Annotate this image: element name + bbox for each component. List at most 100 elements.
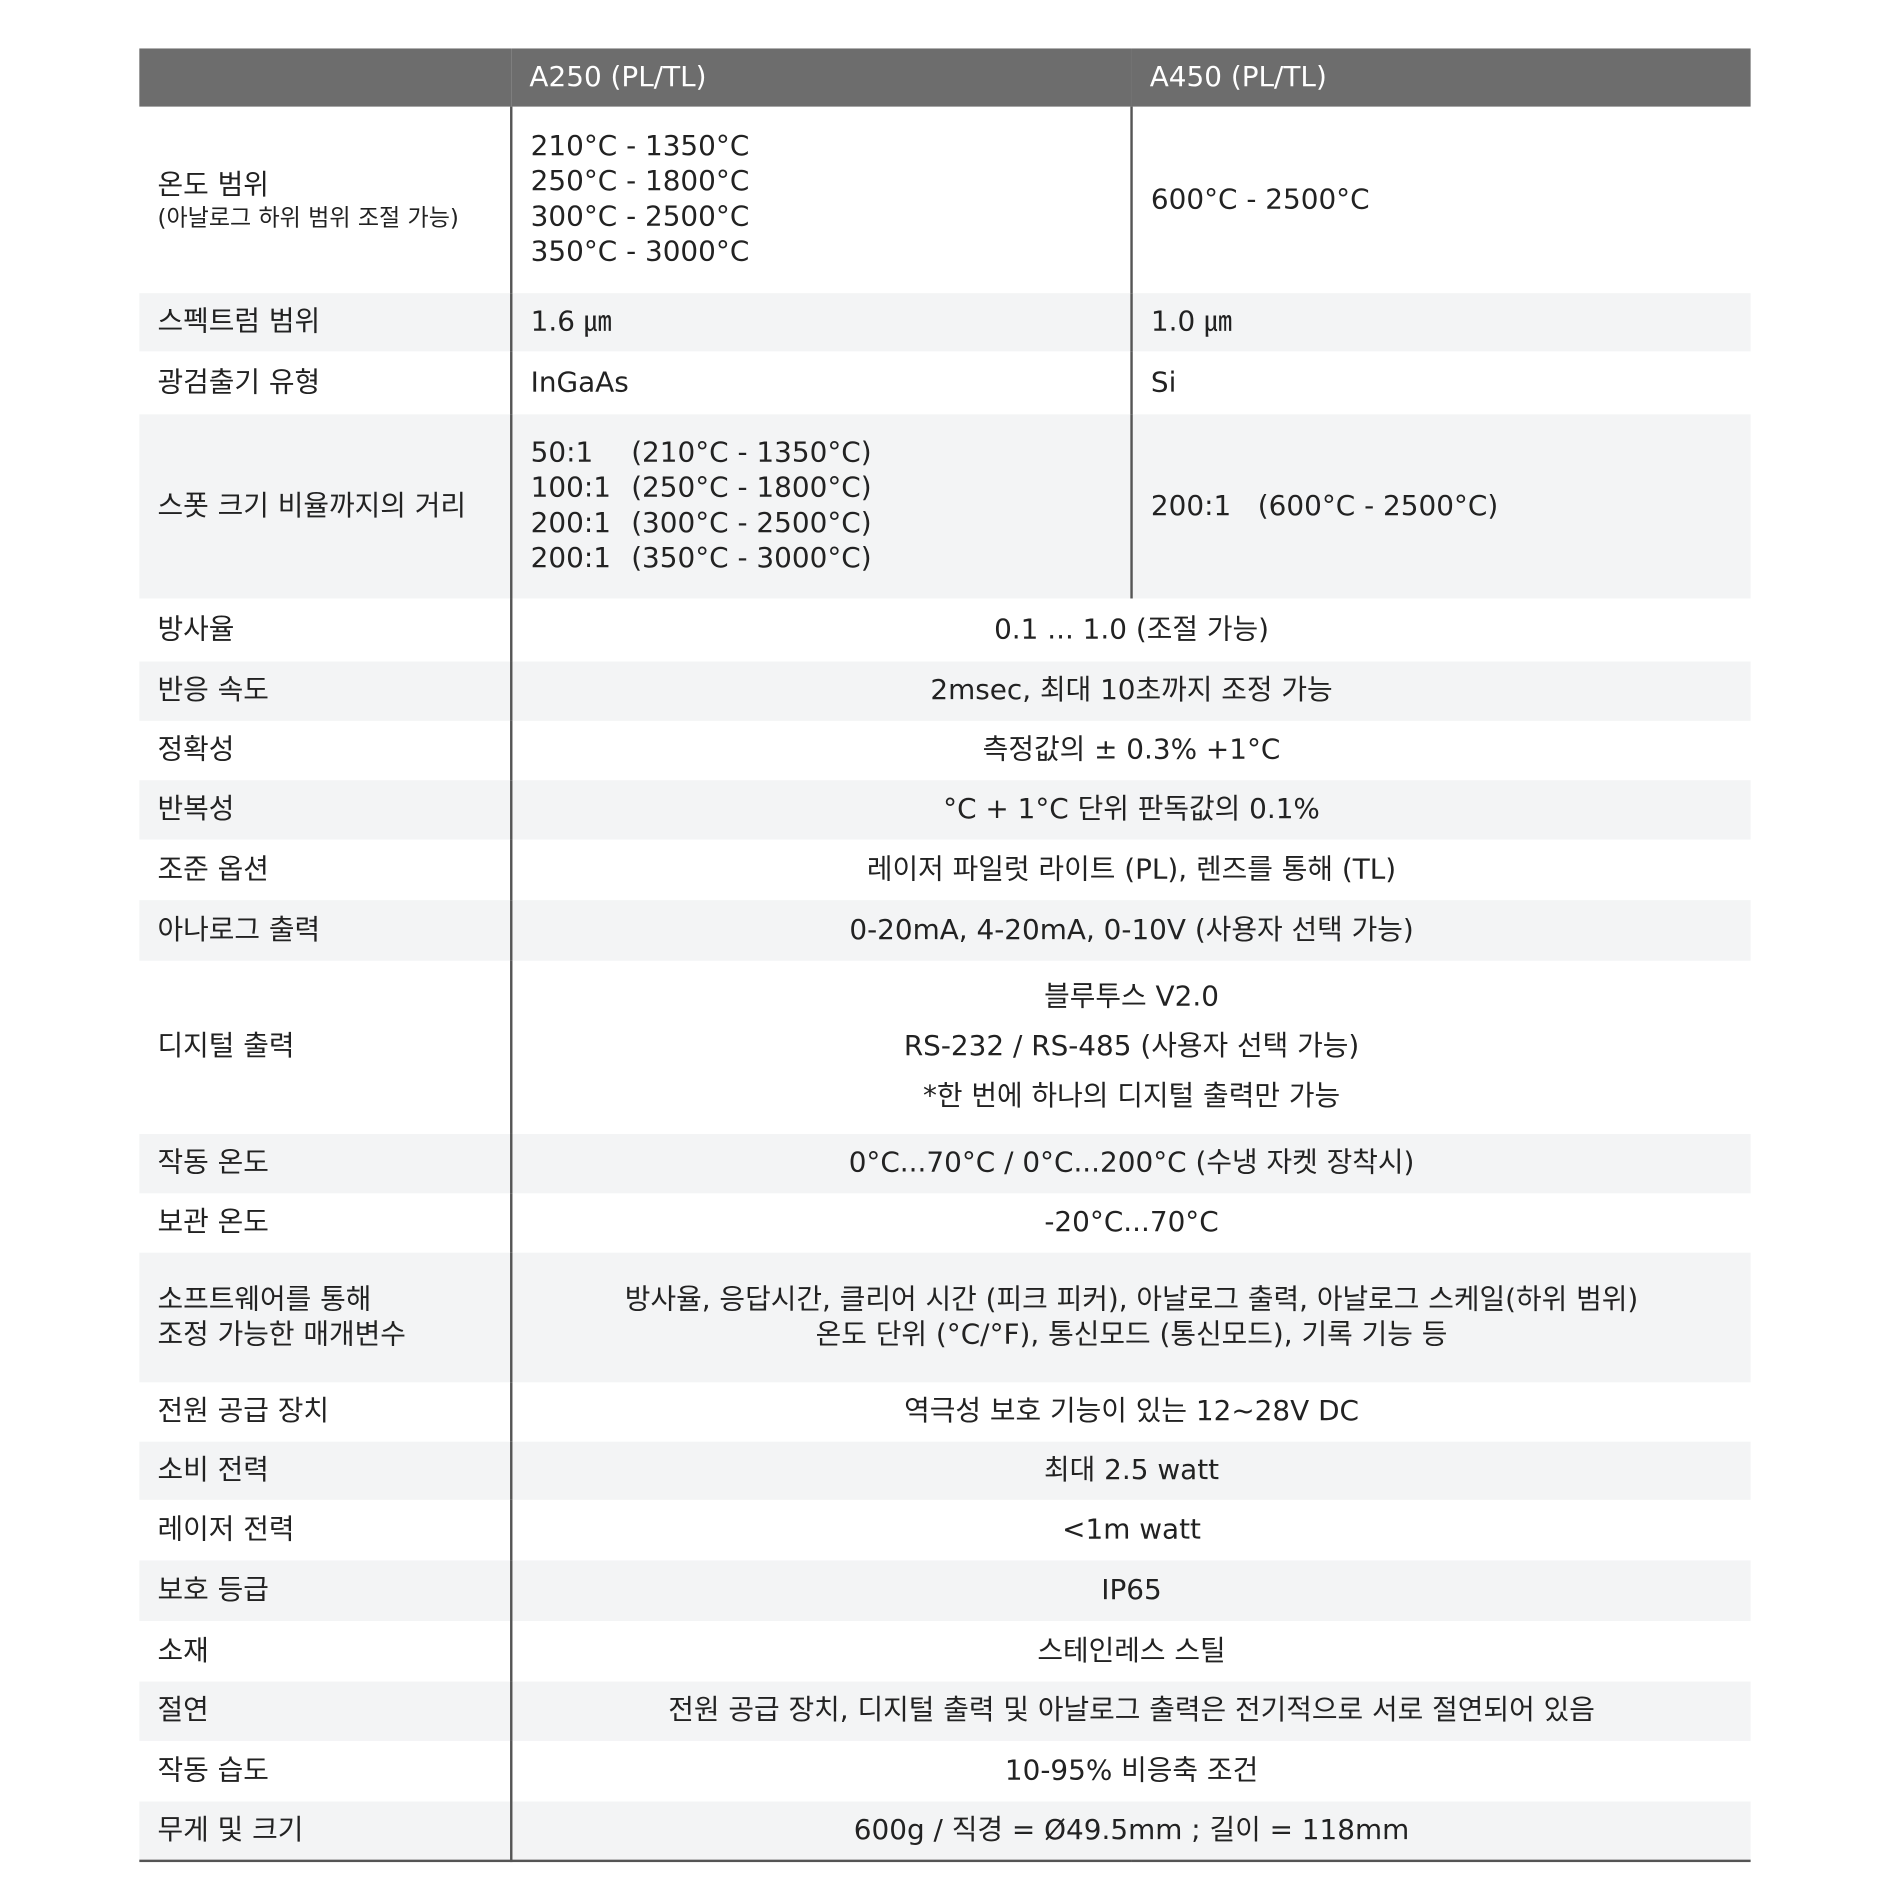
- value-line: 210°C - 1350°C: [530, 130, 750, 163]
- header-blank: [139, 48, 512, 107]
- row-label: 스펙트럼 범위: [139, 293, 513, 352]
- table-row: 광검출기 유형 InGaAs Si: [139, 351, 1750, 415]
- table-row: 무게 및 크기 600g / 직경 = Ø49.5mm ; 길이 = 118mm: [139, 1801, 1751, 1863]
- shared-value: -20°C...70°C: [1044, 1206, 1219, 1239]
- table-row: 소프트웨어를 통해 조정 가능한 매개변수 방사율, 응답시간, 클리어 시간 (피…: [139, 1252, 1751, 1383]
- table-row: 작동 온도 0°C...70°C / 0°C...200°C (수냉 자켓 장착시…: [139, 1133, 1751, 1194]
- label-text: 스펙트럼 범위: [157, 305, 321, 338]
- a450-value: Si: [1150, 366, 1177, 398]
- row-label: 정확성: [139, 720, 513, 781]
- table-row: 스펙트럼 범위 1.6 ㎛ 1.0 ㎛: [139, 293, 1751, 352]
- row-label: 레이저 전력: [139, 1499, 513, 1561]
- label-text: 아나로그 출력: [157, 914, 321, 946]
- row-label: 광검출기 유형: [139, 351, 513, 415]
- shared-value: 최대 2.5 watt: [511, 1441, 1751, 1500]
- row-label: 전원 공급 장치: [139, 1382, 513, 1442]
- row-label: 소재: [139, 1620, 513, 1682]
- shared-value: °C + 1°C 단위 판독값의 0.1%: [511, 780, 1751, 840]
- value-line: 방사율, 응답시간, 클리어 시간 (피크 피커), 아날로그 출력, 아날로그…: [624, 1283, 1639, 1316]
- row-label: 무게 및 크기: [139, 1801, 513, 1863]
- label-text: 반복성: [157, 793, 235, 826]
- row-label: 방사율: [139, 598, 513, 662]
- table-row: 디지털 출력 블루투스 V2.0 RS-232 / RS-485 (사용자 선택 가…: [139, 960, 1750, 1134]
- shared-value: 0°C...70°C / 0°C...200°C (수냉 자켓 장착시): [511, 1133, 1751, 1194]
- label-text: 조준 옵션: [157, 853, 269, 886]
- table-row: 조준 옵션 레이저 파일럿 라이트 (PL), 렌즈를 통해 (TL): [139, 839, 1750, 901]
- row-label: 절연: [139, 1681, 513, 1741]
- label-text: 스폿 크기 비율까지의 거리: [157, 490, 467, 522]
- a450-value: 1.0 ㎛: [1131, 293, 1751, 352]
- spec-table: A250 (PL/TL) A450 (PL/TL) 온도 범위 (아날로그 하위 …: [139, 48, 1751, 1863]
- shared-value: <1m watt: [1062, 1513, 1201, 1546]
- label-text-2: 조정 가능한 매개변수: [157, 1318, 406, 1351]
- row-label: 보관 온도: [139, 1193, 513, 1253]
- label-text: 광검출기 유형: [157, 366, 321, 398]
- value-line: 300°C - 2500°C: [530, 201, 750, 233]
- value-line: *한 번에 하나의 디지털 출력만 가능: [922, 1080, 1341, 1113]
- range: (300°C - 2500°C): [631, 507, 872, 540]
- table-row: 반복성 °C + 1°C 단위 판독값의 0.1%: [139, 780, 1751, 840]
- table-row: 전원 공급 장치 역극성 보호 기능이 있는 12~28V DC: [139, 1382, 1750, 1442]
- shared-value: 레이저 파일럿 라이트 (PL), 렌즈를 통해 (TL): [866, 853, 1397, 886]
- table-row: 절연 전원 공급 장치, 디지털 출력 및 아날로그 출력은 전기적으로 서로 절…: [139, 1681, 1751, 1741]
- value-line: 200:1 (300°C - 2500°C): [531, 506, 1113, 541]
- table-row: 레이저 전력 <1m watt: [139, 1499, 1750, 1561]
- a450-value: 600°C - 2500°C: [1150, 183, 1370, 216]
- table-row: 아나로그 출력 0-20mA, 4-20mA, 0-10V (사용자 선택 가능): [139, 900, 1751, 961]
- row-label: 반복성: [139, 780, 513, 840]
- value-line: 250°C - 1800°C: [530, 165, 750, 198]
- ratio: 200:1: [530, 507, 611, 540]
- shared-value: 스테인레스 스틸: [1037, 1634, 1226, 1667]
- value-line: 50:1 (210°C - 1350°C): [531, 436, 1113, 471]
- shared-value: 측정값의 ± 0.3% +1°C: [982, 734, 1281, 766]
- range: (350°C - 3000°C): [631, 542, 872, 575]
- label-text: 레이저 전력: [157, 1513, 295, 1546]
- row-label: 작동 온도: [139, 1133, 513, 1194]
- table-row: 정확성 측정값의 ± 0.3% +1°C: [139, 720, 1750, 781]
- shared-value: 0.1 ... 1.0 (조절 가능): [994, 613, 1269, 646]
- row-label: 스폿 크기 비율까지의 거리: [139, 414, 513, 599]
- shared-value: 2msec, 최대 10초까지 조정 가능: [511, 661, 1751, 721]
- label-text: 보호 등급: [157, 1574, 269, 1606]
- shared-value: 0-20mA, 4-20mA, 0-10V (사용자 선택 가능): [511, 900, 1751, 961]
- label-text: 반응 속도: [157, 674, 269, 707]
- table-row: 보호 등급 IP65: [139, 1560, 1751, 1621]
- a250-value: 1.6 ㎛: [511, 293, 1133, 352]
- label-subtext: (아날로그 하위 범위 조절 가능): [157, 204, 459, 231]
- header-a250: A250 (PL/TL): [511, 48, 1132, 107]
- label-text: 전원 공급 장치: [157, 1395, 330, 1428]
- shared-value: 10-95% 비응축 조건: [1004, 1754, 1259, 1787]
- header-a450: A450 (PL/TL): [1131, 48, 1751, 107]
- label-text: 소재: [157, 1634, 209, 1667]
- shared-value: 전원 공급 장치, 디지털 출력 및 아날로그 출력은 전기적으로 서로 절연되…: [511, 1681, 1751, 1741]
- value-line: 블루투스 V2.0: [1044, 981, 1219, 1013]
- ratio: 100:1: [530, 472, 611, 504]
- a250-value: 210°C - 1350°C 250°C - 1800°C 300°C - 2500…: [511, 106, 1133, 294]
- value-line: RS-232 / RS-485 (사용자 선택 가능): [903, 1030, 1360, 1063]
- label-text: 절연: [157, 1694, 209, 1727]
- table-row: 소재 스테인레스 스틸: [139, 1620, 1750, 1682]
- label-text: 보관 온도: [157, 1206, 269, 1239]
- shared-value: IP65: [511, 1560, 1751, 1621]
- row-label: 작동 습도: [139, 1740, 513, 1802]
- row-label: 디지털 출력: [139, 960, 513, 1134]
- row-label: 반응 속도: [139, 661, 513, 721]
- table-row: 작동 습도 10-95% 비응축 조건: [139, 1740, 1750, 1802]
- label-text: 온도 범위: [157, 169, 269, 201]
- shared-value: 방사율, 응답시간, 클리어 시간 (피크 피커), 아날로그 출력, 아날로그…: [511, 1252, 1751, 1383]
- row-label: 소비 전력: [139, 1441, 513, 1500]
- row-label: 조준 옵션: [139, 839, 513, 901]
- label-text: 디지털 출력: [157, 1030, 295, 1063]
- a250-value: 50:1 (210°C - 1350°C) 100:1 (250°C - 1800°C…: [511, 414, 1133, 599]
- value-line: 100:1 (250°C - 1800°C): [531, 471, 1113, 506]
- ratio: 200:1: [530, 542, 611, 575]
- value-line: 350°C - 3000°C: [530, 236, 750, 268]
- a250-value: InGaAs: [511, 351, 1133, 415]
- table-row: 보관 온도 -20°C...70°C: [139, 1193, 1750, 1253]
- label-text: 작동 온도: [157, 1147, 269, 1179]
- table-row: 방사율 0.1 ... 1.0 (조절 가능): [139, 598, 1750, 662]
- shared-value: 역극성 보호 기능이 있는 12~28V DC: [904, 1395, 1359, 1428]
- label-text: 작동 습도: [157, 1754, 269, 1787]
- table-header: A250 (PL/TL) A450 (PL/TL): [139, 48, 1751, 107]
